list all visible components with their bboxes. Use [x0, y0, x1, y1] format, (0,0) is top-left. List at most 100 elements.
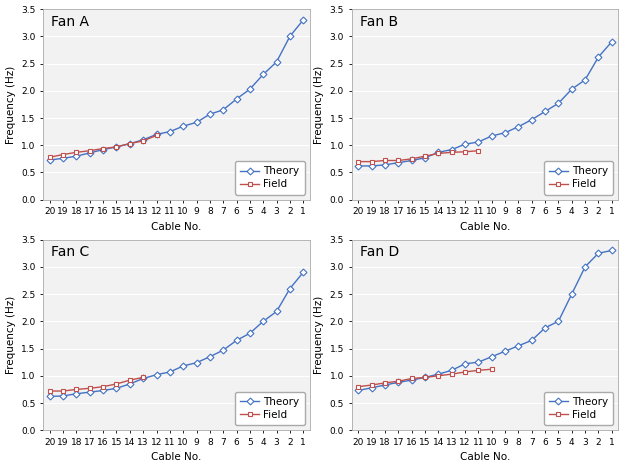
Legend: Theory, Field: Theory, Field	[544, 161, 613, 195]
Theory	[139, 137, 147, 143]
Theory	[528, 337, 535, 343]
Field	[86, 148, 94, 154]
Theory	[233, 96, 240, 102]
Theory	[86, 389, 94, 395]
Text: Fan B: Fan B	[359, 15, 397, 29]
Field	[448, 371, 456, 377]
Theory	[180, 124, 187, 129]
Line: Field: Field	[47, 375, 145, 394]
Field	[46, 388, 54, 394]
Theory	[381, 162, 389, 168]
Text: Fan C: Fan C	[51, 245, 89, 259]
Theory	[260, 72, 267, 77]
Theory	[354, 388, 362, 393]
Theory	[461, 361, 469, 366]
Theory	[246, 330, 253, 336]
Theory	[99, 388, 107, 393]
Field	[475, 367, 482, 373]
Theory	[394, 380, 402, 385]
Theory	[528, 117, 535, 123]
Theory	[260, 319, 267, 324]
Theory	[394, 160, 402, 166]
Theory	[461, 141, 469, 147]
Theory	[166, 369, 173, 375]
Theory	[59, 393, 67, 399]
Field	[153, 132, 160, 138]
Theory	[555, 101, 562, 106]
Theory	[448, 367, 456, 373]
Line: Theory: Theory	[356, 39, 614, 168]
Text: Fan A: Fan A	[51, 15, 89, 29]
Theory	[354, 163, 362, 169]
Legend: Theory, Field: Theory, Field	[235, 161, 305, 195]
Theory	[206, 111, 213, 117]
Theory	[408, 158, 416, 163]
Theory	[542, 109, 549, 114]
Line: Field: Field	[356, 367, 494, 389]
Theory	[273, 309, 280, 314]
Theory	[126, 381, 134, 387]
Theory	[475, 359, 482, 365]
Theory	[448, 147, 456, 153]
Field	[381, 158, 389, 163]
Field	[126, 141, 134, 146]
Field	[126, 377, 134, 383]
Theory	[501, 130, 509, 136]
Y-axis label: Frequency (Hz): Frequency (Hz)	[314, 296, 324, 374]
Theory	[166, 129, 173, 134]
Theory	[568, 291, 575, 297]
Line: Theory: Theory	[47, 17, 306, 162]
Theory	[421, 374, 429, 380]
Theory	[381, 382, 389, 388]
Theory	[220, 347, 227, 353]
Theory	[126, 141, 134, 146]
Field	[461, 369, 469, 375]
Theory	[113, 386, 120, 391]
Field	[59, 388, 67, 394]
Field	[354, 384, 362, 389]
Theory	[488, 354, 495, 359]
Field	[435, 151, 442, 156]
Field	[488, 366, 495, 372]
Field	[73, 387, 80, 392]
Field	[381, 380, 389, 386]
Theory	[99, 147, 107, 153]
Theory	[475, 139, 482, 145]
Line: Theory: Theory	[47, 270, 306, 399]
Legend: Theory, Field: Theory, Field	[235, 392, 305, 425]
Field	[408, 376, 416, 381]
Field	[394, 379, 402, 384]
Field	[354, 159, 362, 164]
Field	[461, 149, 469, 154]
Theory	[368, 163, 376, 169]
Theory	[300, 270, 307, 275]
Theory	[139, 376, 147, 381]
Theory	[220, 107, 227, 113]
Theory	[515, 343, 522, 349]
Field	[368, 159, 376, 164]
Theory	[595, 250, 602, 256]
Field	[421, 374, 429, 380]
Theory	[421, 155, 429, 161]
Theory	[408, 377, 416, 383]
Y-axis label: Frequency (Hz): Frequency (Hz)	[6, 65, 16, 144]
X-axis label: Cable No.: Cable No.	[152, 453, 202, 462]
X-axis label: Cable No.: Cable No.	[460, 453, 510, 462]
Field	[435, 373, 442, 379]
Text: Fan D: Fan D	[359, 245, 399, 259]
Theory	[233, 337, 240, 343]
Field	[113, 144, 120, 150]
Theory	[488, 133, 495, 139]
Line: Theory: Theory	[356, 248, 614, 393]
Field	[448, 149, 456, 155]
Theory	[300, 17, 307, 23]
Field	[73, 149, 80, 155]
Theory	[542, 325, 549, 331]
Theory	[608, 39, 615, 44]
Theory	[435, 149, 442, 155]
Theory	[608, 248, 615, 253]
Theory	[180, 363, 187, 369]
Field	[394, 158, 402, 163]
Field	[99, 146, 107, 151]
Field	[475, 148, 482, 154]
